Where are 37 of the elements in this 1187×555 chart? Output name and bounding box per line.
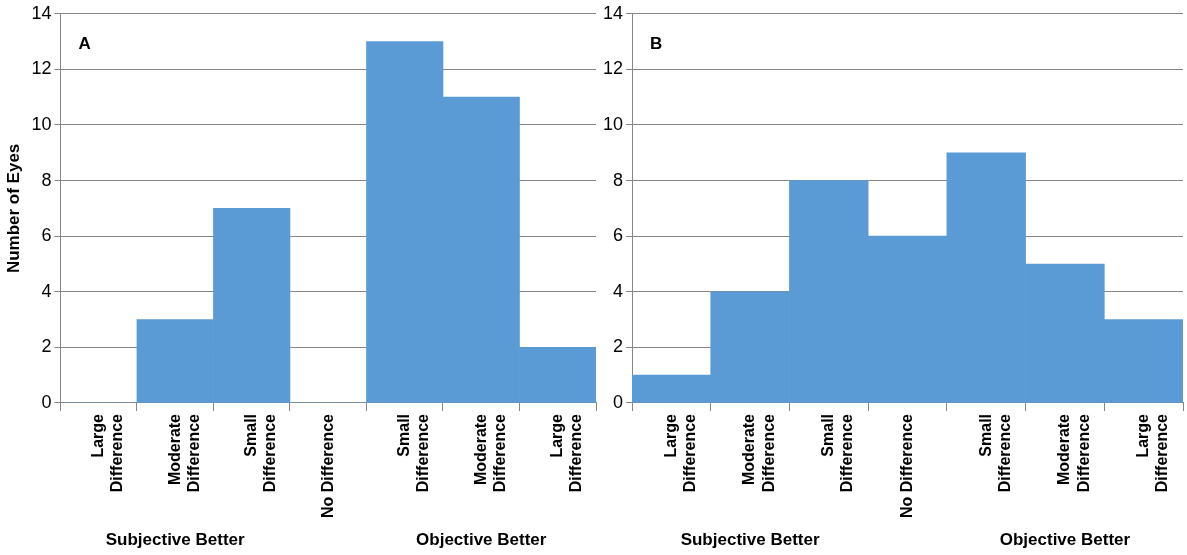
y-tick-label: 10 [31, 113, 52, 134]
x-tick-label: Moderate Difference [471, 413, 508, 493]
text: B [650, 33, 663, 53]
x-tick-label: Moderate Difference [740, 413, 777, 493]
x-tick-label: Small Difference [395, 413, 432, 493]
y-tick-label: 10 [602, 113, 624, 134]
y-tick-label: 0 [613, 391, 624, 412]
x-tick-label: Small Difference [242, 413, 279, 493]
x-tick-label: No Difference [897, 413, 915, 519]
y-tick-label: 4 [41, 280, 52, 301]
y-tick-label: 2 [613, 336, 624, 357]
text: Subjective Better [680, 530, 820, 550]
x-tick-label: Large Difference [661, 413, 698, 493]
x-tick-label: Moderate Difference [165, 413, 202, 493]
text: Objective Better [999, 530, 1131, 550]
text: A [78, 33, 91, 53]
x-tick-label: Moderate Difference [1055, 413, 1092, 493]
x-tick-label: Large Difference [548, 413, 585, 493]
y-tick-label: 12 [31, 58, 52, 79]
y-tick-label: 12 [602, 58, 624, 79]
x-tick-label: Large Difference [89, 413, 126, 493]
y-axis-title: Number of Eyes [3, 143, 23, 274]
y-tick-label: 6 [41, 225, 52, 246]
y-tick-label: 14 [31, 2, 52, 23]
y-tick-label: 8 [41, 169, 52, 190]
text: Subjective Better [105, 530, 246, 550]
y-tick-label: 0 [41, 391, 52, 412]
y-tick-label: 8 [613, 169, 624, 190]
x-tick-label: No Difference [318, 413, 336, 519]
y-tick-label: 6 [613, 225, 624, 246]
y-tick-label: 2 [41, 336, 52, 357]
y-tick-label: 14 [602, 2, 624, 23]
text: Objective Better [416, 530, 547, 550]
x-tick-label: Small Difference [976, 413, 1013, 493]
x-tick-label: Large Difference [1134, 413, 1171, 493]
y-tick-label: 4 [613, 280, 624, 301]
x-tick-label: Small Difference [819, 413, 856, 493]
